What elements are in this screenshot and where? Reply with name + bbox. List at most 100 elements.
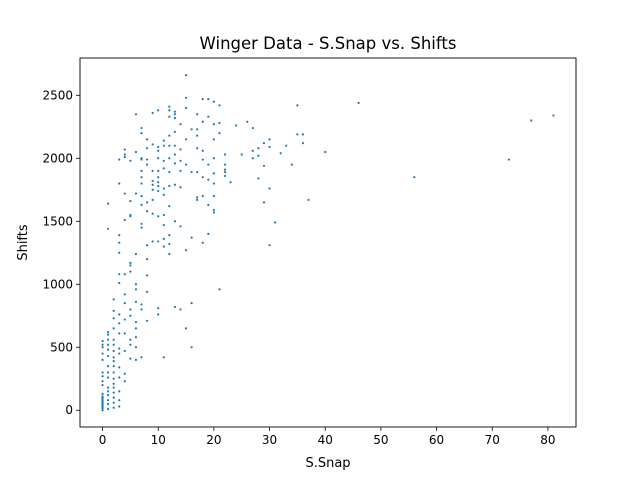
data-point [112,338,115,341]
data-point [212,100,215,103]
data-point [157,313,160,316]
data-point [134,283,138,286]
data-point [157,184,160,188]
data-point [101,339,104,343]
data-point [118,352,121,355]
data-point [101,404,104,407]
data-point [207,203,210,206]
data-point [201,176,204,179]
data-point [140,126,143,130]
data-point [107,376,110,379]
x-tick-label: 60 [429,433,444,447]
data-point [157,215,160,218]
data-point [190,236,193,239]
data-point [162,223,165,227]
data-point [123,332,126,335]
data-point [507,158,511,161]
x-tick-label: 70 [485,433,500,447]
data-point [246,120,249,123]
data-point [118,313,121,316]
data-point [134,113,138,116]
data-point [134,252,138,256]
data-point [123,293,126,296]
data-point [212,172,215,175]
data-point [279,152,282,155]
data-point [134,336,138,339]
data-point [107,354,110,358]
data-point [190,171,193,174]
x-tick-label: 50 [373,433,388,447]
data-point [413,176,416,179]
data-point [134,150,138,154]
data-point [196,171,199,174]
data-point [134,358,138,361]
data-point [184,96,188,99]
data-point [168,134,171,137]
data-point [212,211,215,214]
y-tick-label: 1000 [42,277,73,291]
data-point [101,396,104,399]
data-point [140,176,143,179]
data-point [107,227,110,230]
data-point [201,149,204,152]
data-point [157,149,160,152]
data-point [157,181,160,184]
data-point [101,352,104,355]
data-point [251,157,254,160]
x-tick-label: 30 [262,433,277,447]
data-point [123,273,126,276]
data-point [112,298,115,301]
data-point [173,162,177,165]
data-point [162,159,165,162]
data-point [184,106,188,109]
data-point [123,318,126,321]
data-point [145,158,149,161]
data-point [112,377,115,380]
x-tick-label: 0 [99,433,107,447]
data-point [251,126,254,130]
data-point [101,401,104,404]
data-point [151,183,154,186]
data-point [101,383,104,387]
data-point [168,205,171,208]
x-axis-label: S.Snap [305,456,350,471]
data-point [107,402,110,406]
data-point [201,97,204,101]
data-point [145,244,149,247]
data-point [196,196,199,199]
data-point [212,138,215,141]
data-point [179,123,182,126]
data-point [107,331,110,334]
data-point [173,183,177,186]
data-point [134,300,138,303]
data-point [223,168,227,171]
data-point [123,372,126,375]
data-point [268,138,271,141]
data-point [123,148,126,151]
data-point [107,338,110,341]
data-point [179,225,182,228]
y-tick-label: 2500 [42,88,73,102]
data-point [157,176,160,179]
data-point [296,133,299,136]
data-point [118,241,121,244]
data-point [145,210,149,213]
data-point [140,308,143,311]
data-point [223,174,227,178]
data-point [151,143,154,146]
y-tick-label: 2000 [42,151,73,165]
y-axis-label: Shifts [16,224,31,261]
data-point [140,157,143,160]
data-point [157,240,160,243]
data-point [101,371,104,374]
data-point [173,113,177,116]
data-point [262,164,266,167]
data-point [201,158,204,161]
data-point [129,343,132,346]
data-point [212,194,215,198]
data-point [118,281,121,285]
data-point [184,249,188,252]
data-point [190,302,193,305]
